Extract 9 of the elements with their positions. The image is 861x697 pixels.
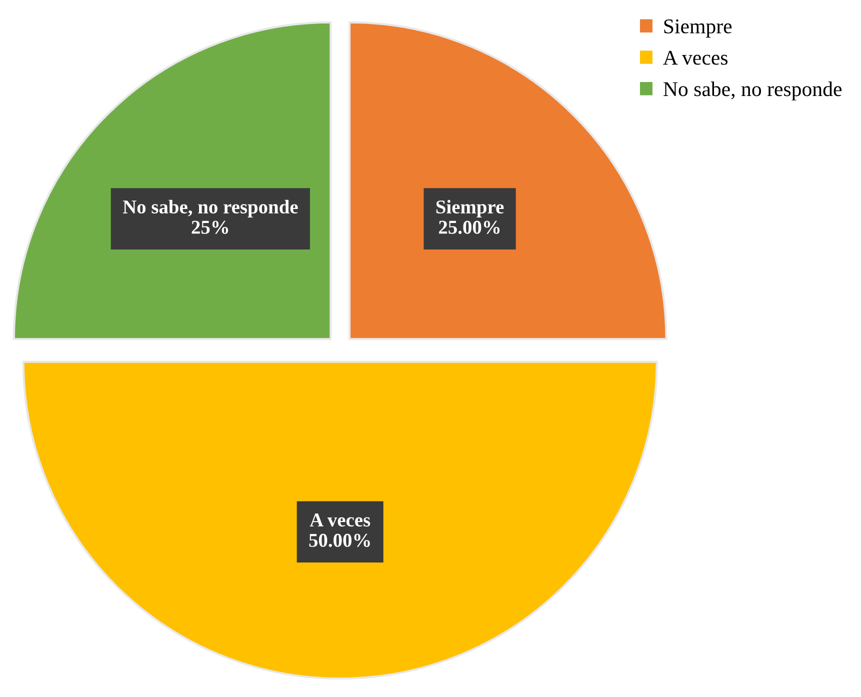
data-label: 50.00% — [309, 534, 370, 548]
slice-label: No sabe, no responde — [122, 200, 298, 218]
data-label: 25% — [192, 220, 228, 234]
legend-label: Siempre — [664, 19, 732, 38]
legend-label: A veces — [663, 50, 728, 65]
slice-label: A veces — [310, 514, 370, 527]
slice-label: Siempre — [436, 200, 504, 218]
data-label: 25.00% — [438, 220, 500, 234]
legend-label: No sabe, no responde — [663, 82, 842, 100]
